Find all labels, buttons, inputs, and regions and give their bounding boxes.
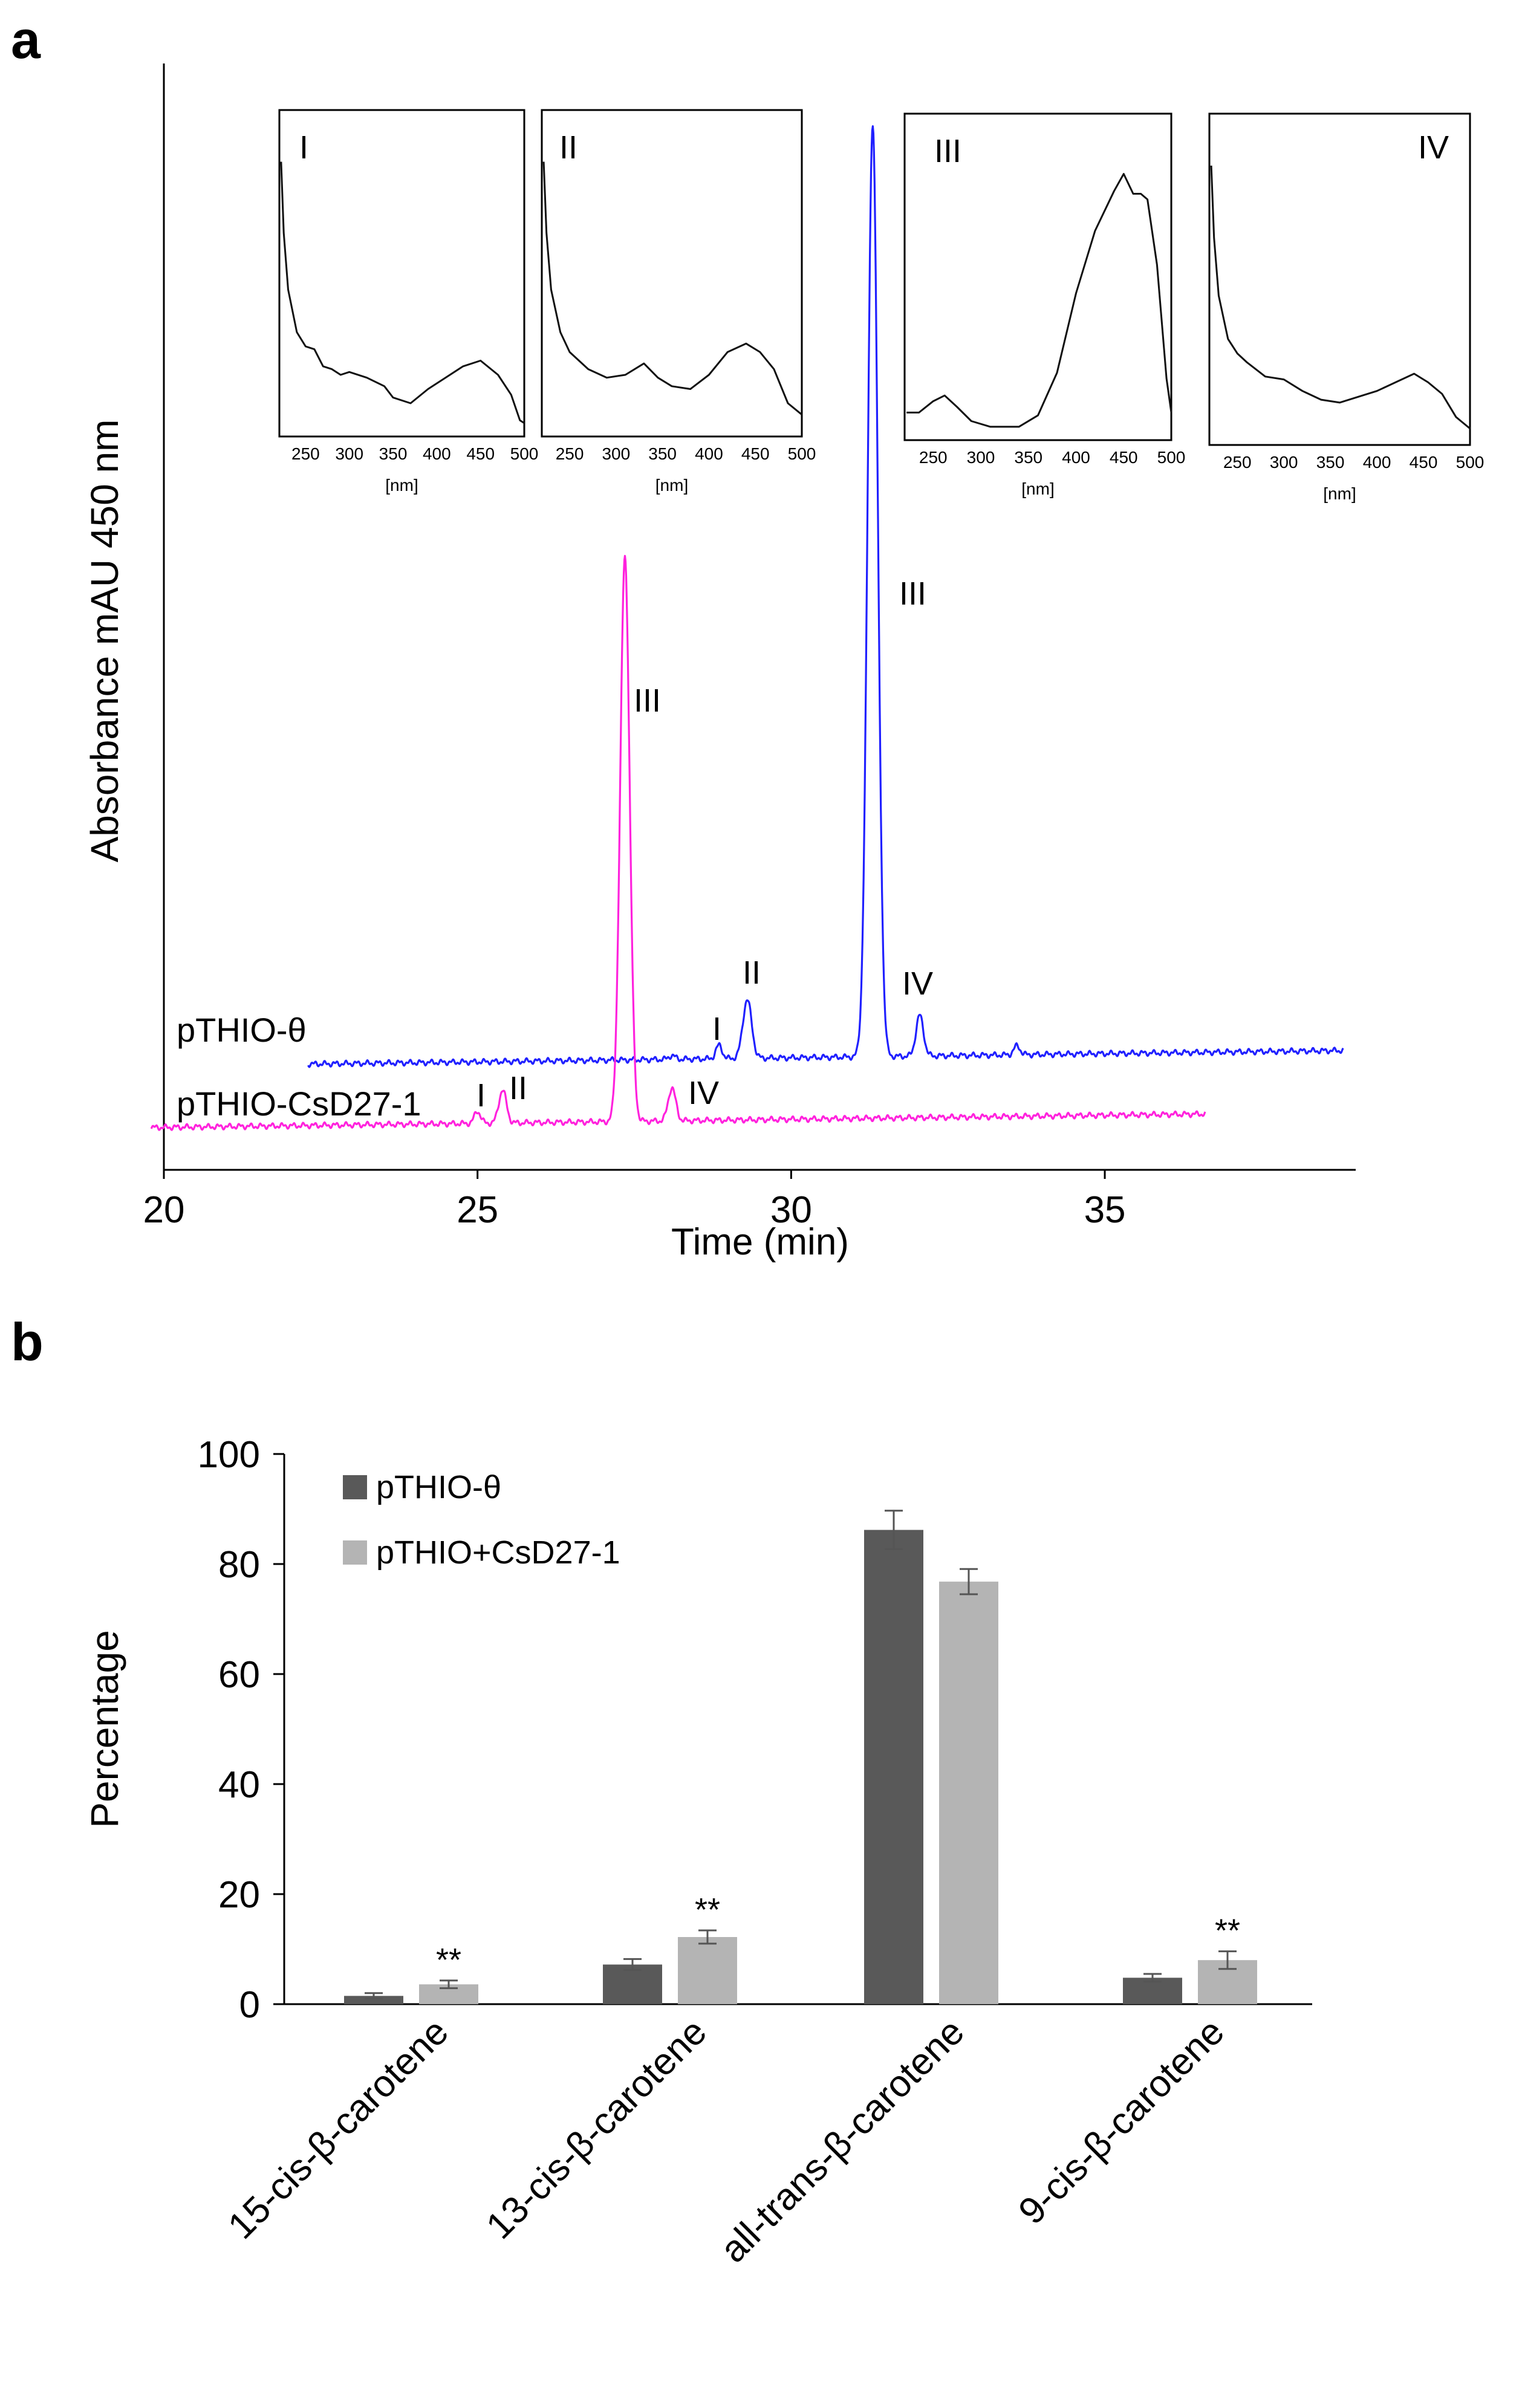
inset-label: III [934, 133, 961, 169]
error-bar [440, 1979, 458, 1990]
inset-tick-label: 450 [466, 444, 495, 463]
inset-tick-label: 500 [510, 444, 539, 463]
inset-tick-label: 400 [423, 444, 451, 463]
category-label-2: 13-cis-β-carotene [478, 2011, 715, 2247]
peak-label-magenta-ii: II [509, 1070, 527, 1106]
error-bar [698, 1929, 717, 1945]
inset-tick-label: 400 [695, 444, 723, 463]
x-tick-label-20: 20 [143, 1189, 185, 1231]
category-label-3: all-trans-β-carotene [712, 2011, 972, 2271]
bar-2-3 [939, 1582, 998, 2004]
x-tick-label-35: 35 [1084, 1189, 1126, 1231]
chromatogram-panel: Absorbance mAU 450 nm Time (min) 20 25 30 3… [83, 63, 1484, 1263]
inset-tick-label: 250 [919, 448, 948, 467]
peak-label-blue-i: I [712, 1011, 721, 1047]
uv-spectrum-inset-3: III 250 300 350 400 450 500 [nm] [903, 112, 1186, 498]
inset-tick-label: 450 [1110, 448, 1138, 467]
error-bar [960, 1568, 978, 1595]
peak-label-magenta-i: I [476, 1077, 486, 1114]
x-axis-label: Time (min) [671, 1221, 849, 1263]
y-tick-label-20: 20 [218, 1874, 260, 1916]
inset-tick-label: 300 [602, 444, 630, 463]
inset-tick-label: 350 [1316, 453, 1345, 472]
inset-tick-label: 300 [335, 444, 363, 463]
uv-spectrum-inset-4: IV 250 300 350 400 450 500 [nm] [1208, 112, 1485, 503]
error-bar [1143, 1973, 1162, 1983]
legend-swatch-pthio-csd27-1 [343, 1540, 367, 1565]
inset-axis-label: [nm] [1021, 479, 1054, 498]
peak-label-magenta-iv: IV [688, 1075, 719, 1111]
inset-tick-label: 300 [1270, 453, 1298, 472]
peak-label-blue-ii: II [743, 955, 761, 991]
spectrum-line [542, 161, 802, 415]
inset-tick-label: 400 [1363, 453, 1391, 472]
inset-frame [1208, 112, 1471, 446]
error-bar [365, 1992, 383, 2000]
inset-tick-label: 500 [1456, 453, 1485, 472]
panel-label-a: a [11, 10, 41, 70]
inset-tick-label: 300 [967, 448, 995, 467]
uv-spectrum-inset-2: II 250 300 350 400 450 500 [nm] [541, 109, 816, 495]
x-tick-label-30: 30 [770, 1189, 812, 1231]
significance-marker: ** [695, 1892, 720, 1928]
inset-tick-label: 250 [556, 444, 584, 463]
spectrum-line [906, 173, 1172, 428]
significance-marker: ** [436, 1942, 461, 1978]
inset-tick-label: 350 [379, 444, 408, 463]
inset-label: II [559, 129, 577, 166]
inset-tick-label: 500 [788, 444, 816, 463]
inset-tick-label: 350 [648, 444, 677, 463]
category-label-1: 15-cis-β-carotene [220, 2011, 457, 2247]
inset-label: I [299, 129, 308, 166]
series-label-pthio-csd27-1: pTHIO-CsD27-1 [177, 1085, 421, 1123]
trace-line-1 [307, 125, 1344, 1068]
significance-marker: ** [1215, 1913, 1240, 1949]
inset-axis-label: [nm] [1323, 484, 1356, 503]
y-tick-label-100: 100 [198, 1434, 260, 1476]
error-bar [623, 1958, 642, 1972]
spectrum-line [280, 161, 525, 424]
peak-label-blue-iv: IV [902, 965, 933, 1002]
bar-1-1 [344, 1996, 403, 2004]
bar-y-axis-label: Percentage [83, 1630, 126, 1828]
bar-1-2 [603, 1964, 662, 2004]
x-tick-label-25: 25 [457, 1189, 498, 1231]
error-bar [1218, 1950, 1237, 1970]
bar-chart-panel: Percentage 0 20 40 60 80 100 ** ** ** 15-cis-β-… [83, 1434, 1312, 2271]
inset-frame [278, 109, 525, 438]
inset-axis-label: [nm] [385, 476, 418, 495]
y-tick-label-0: 0 [239, 1984, 260, 2026]
inset-tick-label: 250 [1223, 453, 1252, 472]
y-axis-label: Absorbance mAU 450 nm [83, 420, 126, 863]
inset-axis-label: [nm] [655, 476, 688, 495]
y-tick-label-60: 60 [218, 1654, 260, 1696]
series-label-pthio-theta: pTHIO-θ [177, 1011, 307, 1049]
legend-label-pthio-theta: pTHIO-θ [376, 1469, 501, 1505]
bar-1-3 [864, 1530, 923, 2004]
spectrum-line [1210, 165, 1471, 430]
inset-tick-label: 350 [1014, 448, 1042, 467]
inset-frame [903, 112, 1172, 441]
category-label-4: 9-cis-β-carotene [1011, 2011, 1232, 2232]
inset-tick-label: 250 [291, 444, 320, 463]
inset-tick-label: 450 [741, 444, 770, 463]
inset-tick-label: 500 [1157, 448, 1186, 467]
trace-line-2 [150, 554, 1206, 1131]
legend: pTHIO-θ pTHIO+CsD27-1 [343, 1469, 620, 1571]
peak-label-magenta-iii: III [634, 683, 661, 719]
inset-tick-label: 400 [1062, 448, 1090, 467]
error-bar [885, 1510, 903, 1550]
peak-label-blue-iii: III [899, 576, 926, 612]
bar-2-2 [678, 1936, 737, 2004]
legend-swatch-pthio-theta [343, 1475, 367, 1499]
uv-spectrum-inset-1: I 250 300 350 400 450 500 [nm] [278, 109, 539, 495]
inset-frame [541, 109, 803, 438]
panel-label-b: b [11, 1312, 44, 1372]
legend-label-pthio-csd27-1: pTHIO+CsD27-1 [376, 1534, 620, 1571]
inset-tick-label: 450 [1410, 453, 1438, 472]
y-tick-label-40: 40 [218, 1764, 260, 1806]
inset-label: IV [1418, 129, 1449, 166]
y-tick-label-80: 80 [218, 1544, 260, 1586]
